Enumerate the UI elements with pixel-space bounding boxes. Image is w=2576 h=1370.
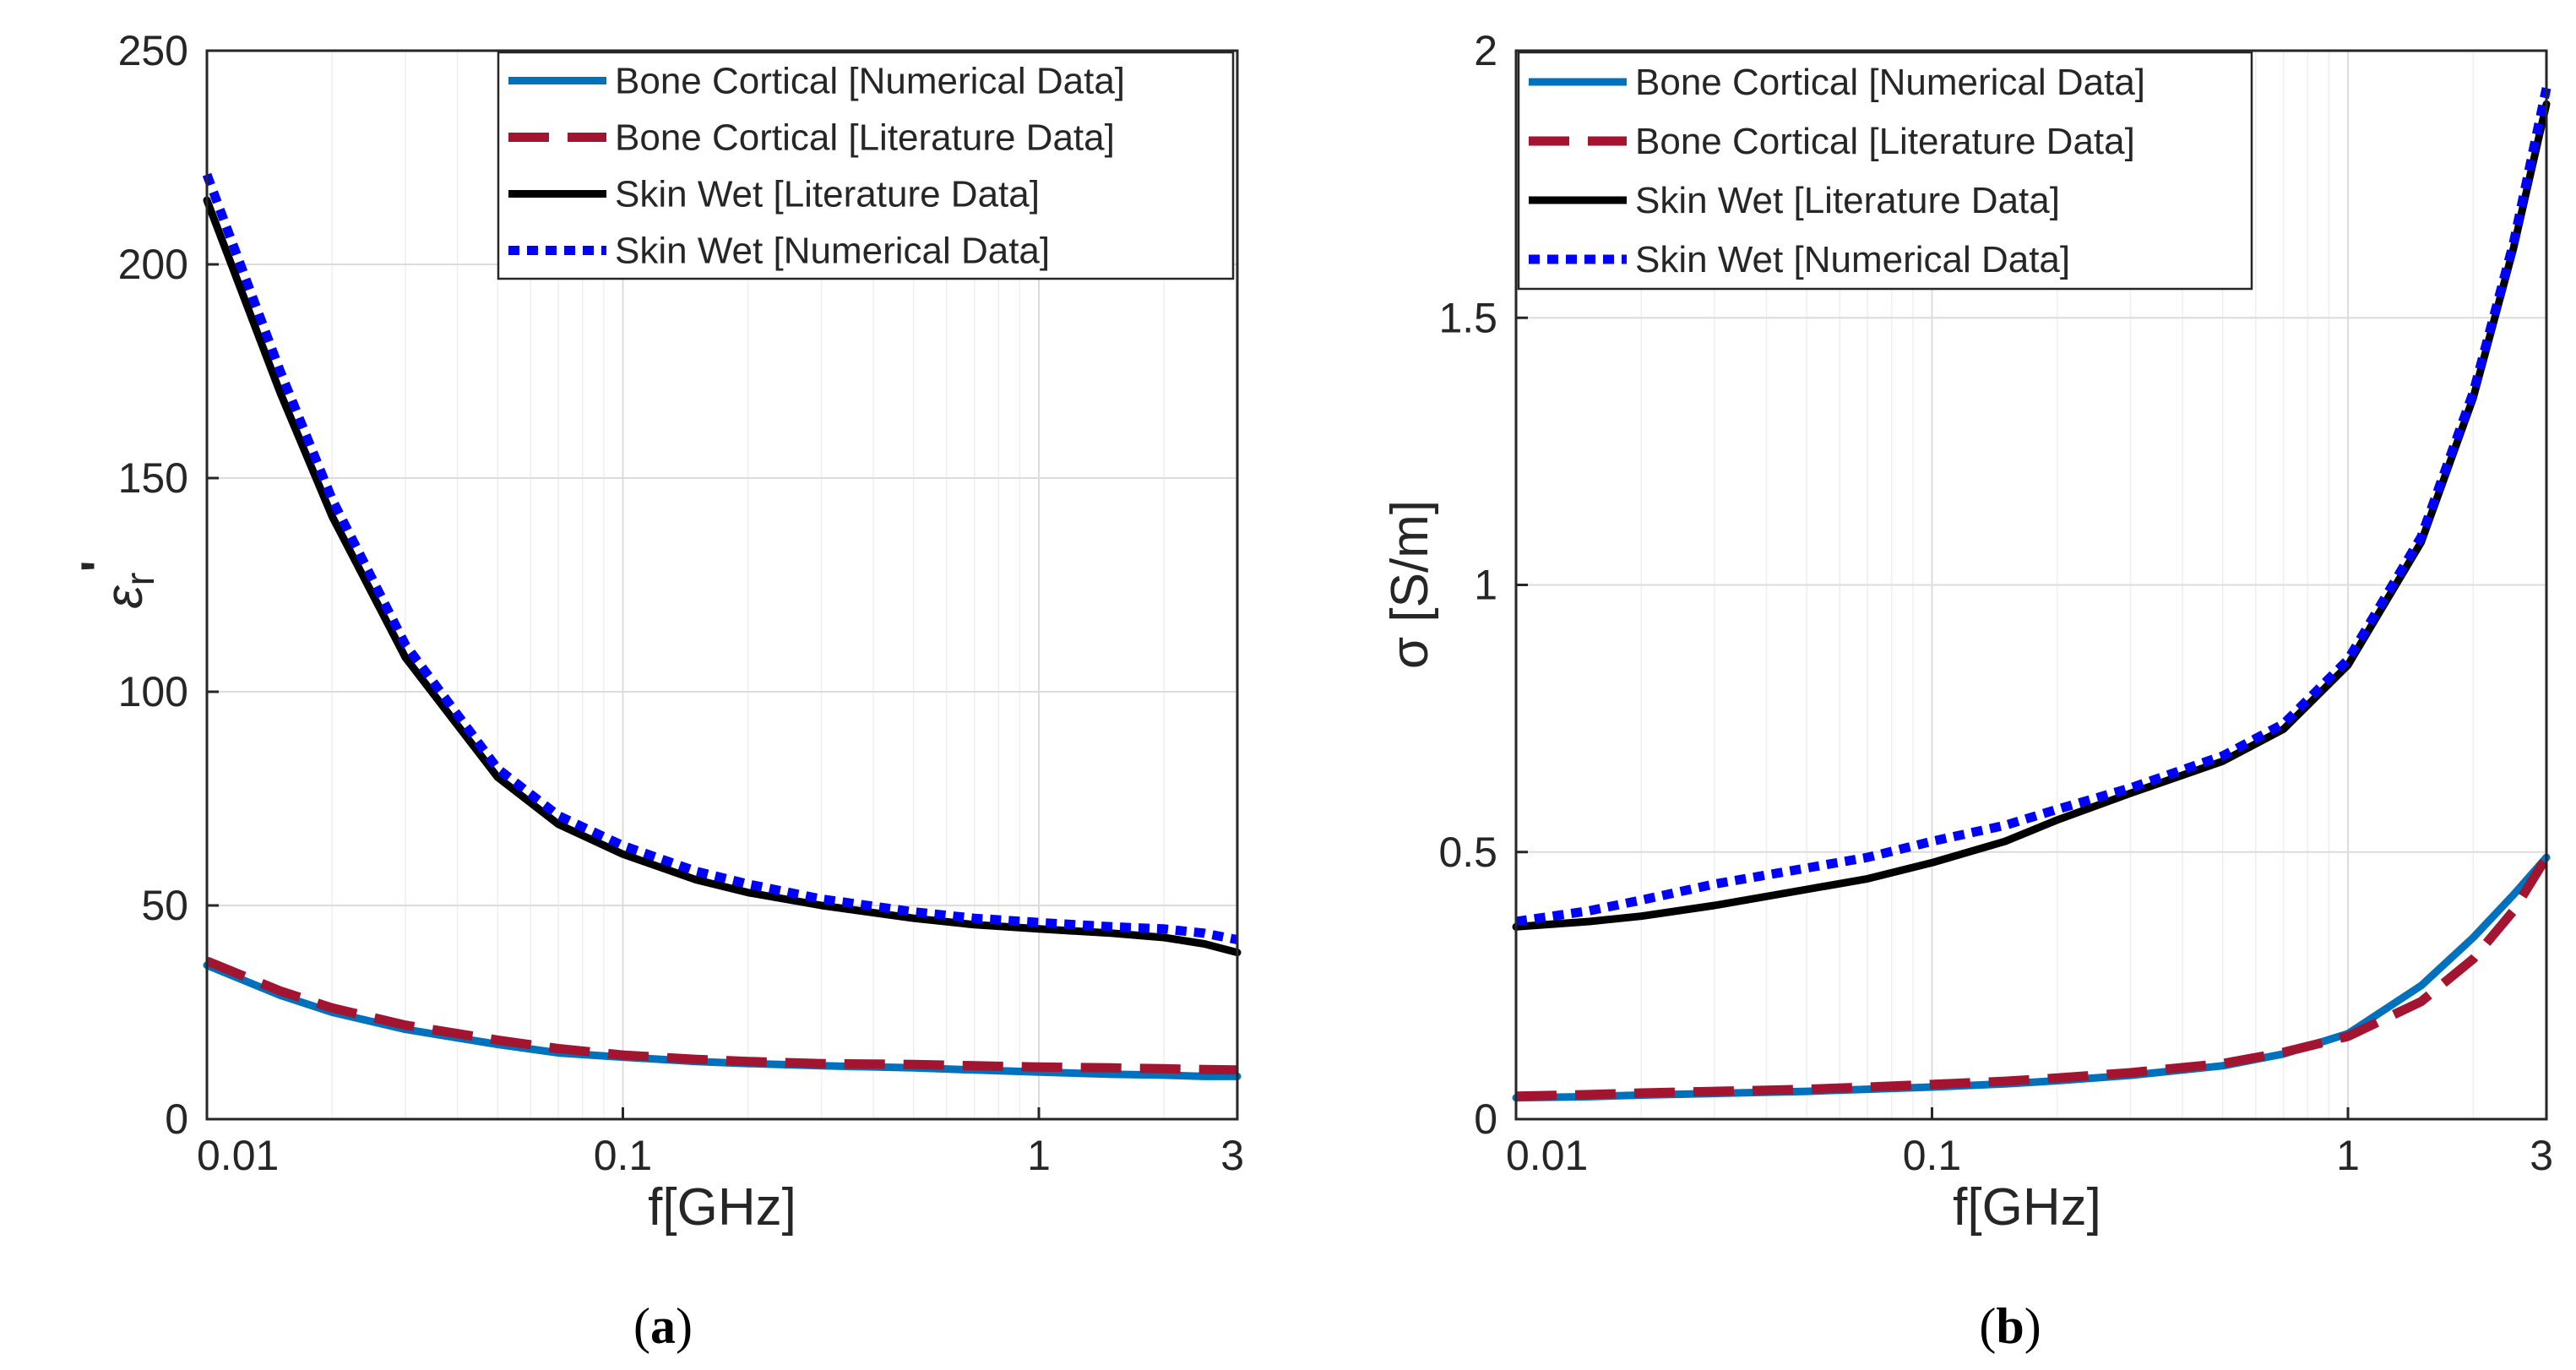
caption-b: (b) (1979, 1298, 2041, 1354)
legend-label-bone-numerical: Bone Cortical [Numerical Data] (1635, 62, 2145, 103)
panel-a: 0.01 0.1 1 3 0 50 100 150 200 250 Bone Cortical [… (71, 27, 1244, 1354)
y-axis-title-b: σ [S/m] (1381, 500, 1439, 669)
x-tick-label: 3 (1220, 1132, 1244, 1179)
ticks-a: 0.01 0.1 1 3 0 50 100 150 200 250 (118, 27, 1244, 1179)
legend-label-bone-numerical: Bone Cortical [Numerical Data] (615, 61, 1125, 102)
series-group-b (1512, 87, 2552, 1102)
caption-a: (a) (633, 1298, 693, 1354)
y-tick-label: 1.5 (1438, 294, 1497, 341)
y-tick-label: 1 (1474, 562, 1497, 609)
legend-b: Bone Cortical [Numerical Data] Bone Corti… (1517, 51, 2253, 291)
y-axis-sub-a: r (118, 573, 163, 586)
axes-box-a (205, 49, 1239, 1121)
x-tick-label: 3 (2530, 1132, 2553, 1179)
y-axis-prime-a: ' (71, 560, 128, 572)
y-axis-title-a: εr' (71, 560, 163, 609)
x-tick-label: 0.01 (197, 1132, 279, 1179)
svg-text:εr': εr' (71, 560, 163, 609)
x-axis-title-a: f[GHz] (648, 1178, 796, 1237)
series-line-skin-literature (203, 196, 1242, 957)
y-tick-label: 250 (118, 27, 188, 74)
series-line-bone-literature (1515, 855, 2551, 1101)
series-line-bone-literature (204, 956, 1238, 1075)
x-tick-label: 1 (1027, 1132, 1051, 1179)
y-tick-label: 0.5 (1438, 829, 1497, 876)
series-line-skin-literature (1512, 100, 2551, 931)
legend-box (497, 51, 1235, 280)
series-group-a (202, 172, 1242, 1080)
series-line-skin-numerical (1515, 87, 2552, 927)
legend-label-skin-literature: Skin Wet [Literature Data] (615, 174, 1040, 215)
x-tick-label: 0.01 (1506, 1132, 1588, 1179)
legend-label-bone-literature: Bone Cortical [Literature Data] (1635, 121, 2135, 162)
ticks-b: 0.01 0.1 1 3 0 0.5 1 1.5 2 (1438, 27, 2553, 1179)
grid-b (1515, 50, 2547, 1120)
x-tick-label: 0.1 (1903, 1132, 1962, 1179)
y-tick-label: 100 (118, 668, 188, 715)
x-axis-title-b: f[GHz] (1953, 1178, 2101, 1237)
x-tick-label: 1 (2336, 1132, 2360, 1179)
y-tick-label: 150 (118, 454, 188, 502)
x-tick-label: 0.1 (594, 1132, 653, 1179)
legend-label-skin-numerical: Skin Wet [Numerical Data] (615, 231, 1050, 272)
caption-letter-b: b (1996, 1298, 2024, 1354)
caption-letter-a: a (650, 1298, 676, 1354)
panel-b: 0.01 0.1 1 3 0 0.5 1 1.5 2 Bone Cortical [Numeri… (1381, 27, 2553, 1354)
y-axis-symbol-a: ε (95, 585, 154, 609)
legend-label-bone-literature: Bone Cortical [Literature Data] (615, 117, 1115, 159)
y-tick-label: 2 (1474, 27, 1497, 74)
legend-a: Bone Cortical [Numerical Data] Bone Corti… (497, 51, 1235, 280)
y-tick-label: 50 (141, 882, 188, 929)
series-line-skin-numerical (202, 172, 1239, 944)
y-tick-label: 0 (1474, 1095, 1497, 1143)
legend-box (1517, 51, 2253, 291)
y-tick-label: 200 (118, 241, 188, 288)
legend-label-skin-numerical: Skin Wet [Numerical Data] (1635, 239, 2070, 280)
y-tick-label: 0 (165, 1095, 188, 1143)
legend-label-skin-literature: Skin Wet [Literature Data] (1635, 180, 2060, 221)
